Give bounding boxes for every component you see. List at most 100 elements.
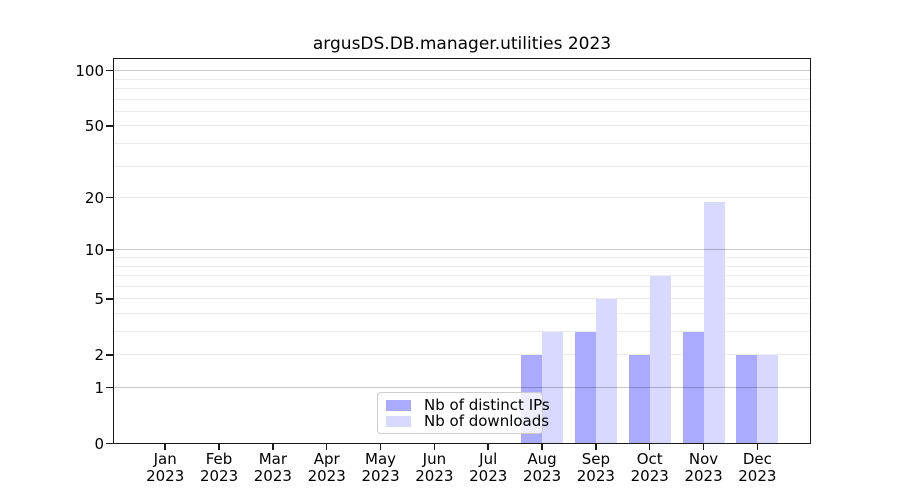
x-tick-jul: [487, 443, 489, 450]
y-grid-minor-60: [113, 110, 811, 112]
y-grid-minor-90: [113, 78, 811, 80]
x-tick-month: Sep: [581, 449, 610, 468]
legend-item-distinct-ips: Nb of distinct IPs: [386, 397, 550, 413]
x-tick-month: Dec: [742, 449, 772, 468]
legend: Nb of distinct IPs Nb of downloads: [377, 392, 550, 434]
y-grid-major-1: [113, 387, 811, 388]
y-tick-label-50: 50: [84, 116, 104, 135]
x-tick-feb: [218, 443, 220, 450]
y-tick-1: [106, 386, 113, 389]
bar-downloads-oct: [649, 275, 671, 444]
y-grid-minor-70: [113, 98, 811, 100]
x-tick-label-sep: Sep 2023: [551, 449, 641, 485]
y-grid-minor-8: [113, 265, 811, 267]
x-tick-label-may: May 2023: [336, 449, 426, 485]
y-grid-minor-3: [113, 331, 811, 333]
y-tick-5: [106, 298, 113, 300]
chart-title: argusDS.DB.manager.utilities 2023: [312, 34, 612, 54]
legend-item-downloads: Nb of downloads: [386, 413, 549, 429]
bar-distinct-ips-oct: [628, 354, 650, 444]
bar-distinct-ips-sep: [574, 331, 596, 444]
y-tick-label-5: 5: [94, 289, 104, 308]
y-tick-100: [106, 69, 113, 72]
x-tick-sep: [595, 443, 597, 450]
x-tick-year: 2023: [307, 466, 346, 485]
x-tick-year: 2023: [146, 466, 185, 485]
x-tick-year: 2023: [738, 466, 777, 485]
y-grid-minor-50: [113, 125, 811, 127]
x-tick-year: 2023: [630, 466, 669, 485]
bar-downloads-nov: [703, 201, 725, 444]
y-tick-label-1: 1: [94, 378, 104, 397]
y-grid-minor-7: [113, 275, 811, 277]
y-grid-minor-40: [113, 143, 811, 145]
y-tick-label-20: 20: [84, 188, 104, 207]
bar-downloads-dec: [757, 354, 779, 444]
y-tick-label-100: 100: [75, 61, 104, 80]
x-tick-year: 2023: [469, 466, 508, 485]
y-grid-minor-6: [113, 285, 811, 287]
y-tick-label-10: 10: [84, 240, 104, 259]
y-tick-50: [106, 125, 113, 127]
x-tick-year: 2023: [361, 466, 400, 485]
x-tick-dec: [756, 443, 759, 450]
x-tick-label-jan: Jan 2023: [120, 449, 210, 485]
x-tick-may: [379, 443, 382, 450]
bar-distinct-ips-dec: [736, 354, 758, 444]
y-grid-minor-4: [113, 312, 811, 314]
x-tick-jun: [433, 443, 436, 450]
y-tick-0: [106, 442, 113, 445]
x-tick-month: Jun: [422, 449, 447, 468]
x-tick-year: 2023: [415, 466, 454, 485]
x-tick-label-apr: Apr 2023: [282, 449, 372, 485]
x-tick-aug: [541, 443, 543, 450]
x-tick-jan: [164, 443, 166, 450]
y-grid-major-100: [113, 70, 811, 72]
y-tick-10: [106, 249, 113, 251]
y-grid-minor-20: [113, 197, 811, 199]
legend-swatch-distinct-ips: [386, 399, 411, 411]
x-tick-month: Oct: [636, 449, 663, 468]
x-tick-label-feb: Feb 2023: [174, 449, 264, 485]
legend-swatch-downloads: [386, 415, 411, 427]
x-tick-label-mar: Mar 2023: [228, 449, 318, 485]
legend-label-distinct-ips: Nb of distinct IPs: [424, 396, 550, 414]
x-tick-month: Jan: [153, 449, 177, 468]
x-tick-label-dec: Dec 2023: [712, 449, 802, 485]
x-tick-label-oct: Oct 2023: [605, 449, 695, 485]
x-tick-nov: [702, 443, 705, 450]
x-tick-year: 2023: [522, 466, 562, 485]
legend-label-downloads: Nb of downloads: [424, 412, 550, 430]
bar-distinct-ips-nov: [682, 331, 704, 444]
x-tick-month: Jul: [479, 449, 498, 468]
x-tick-month: May: [365, 449, 397, 468]
x-tick-year: 2023: [576, 466, 615, 485]
x-tick-month: Feb: [205, 449, 233, 468]
x-tick-label-nov: Nov 2023: [659, 449, 749, 485]
y-grid-minor-80: [113, 88, 811, 90]
x-tick-oct: [648, 443, 651, 450]
x-tick-year: 2023: [684, 466, 723, 485]
x-tick-label-jun: Jun 2023: [389, 449, 479, 485]
x-tick-label-jul: Jul 2023: [443, 449, 533, 485]
bar-downloads-sep: [595, 298, 617, 444]
y-tick-20: [106, 196, 113, 199]
y-tick-label-2: 2: [94, 345, 104, 364]
y-grid-minor-5: [113, 298, 811, 300]
x-tick-year: 2023: [253, 466, 292, 485]
y-grid-major-10: [113, 249, 811, 251]
x-tick-mar: [272, 443, 274, 450]
x-tick-label-aug: Aug 2023: [497, 450, 587, 485]
y-grid-minor-2: [113, 354, 811, 356]
x-tick-year: 2023: [199, 466, 239, 485]
x-tick-month: Nov: [688, 449, 719, 468]
y-tick-2: [106, 354, 113, 356]
y-grid-minor-9: [113, 257, 811, 258]
x-tick-apr: [325, 443, 328, 450]
bar-downloads-aug: [542, 331, 564, 444]
y-tick-label-0: 0: [94, 434, 104, 453]
x-tick-month: Mar: [258, 449, 288, 468]
y-grid-minor-30: [113, 165, 811, 167]
x-tick-month: Apr: [313, 449, 340, 468]
